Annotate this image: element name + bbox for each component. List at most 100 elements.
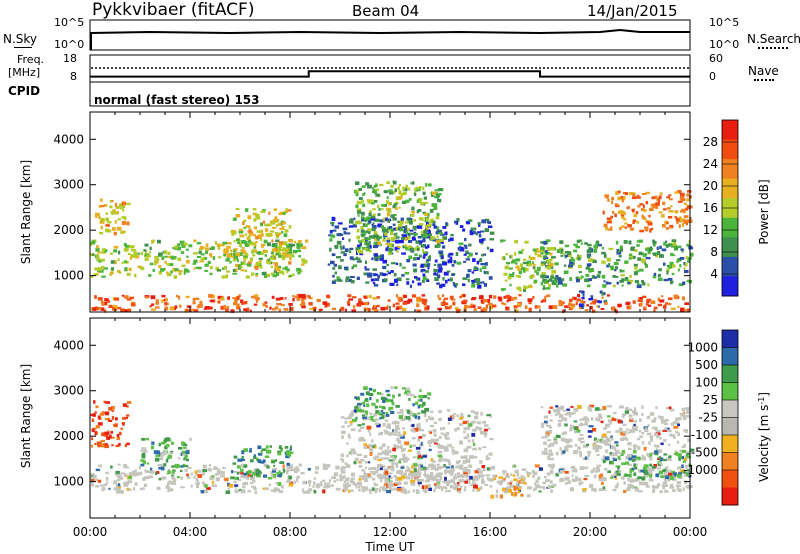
range-cell xyxy=(683,215,689,218)
range-cell xyxy=(149,251,152,254)
range-cell xyxy=(165,484,170,487)
range-cell xyxy=(177,257,182,261)
range-cell xyxy=(677,423,680,427)
range-cell xyxy=(352,451,357,455)
range-cell xyxy=(296,245,301,249)
range-cell xyxy=(255,261,261,266)
colorbar-tick-label: -25 xyxy=(698,411,718,425)
range-cell xyxy=(258,257,263,260)
range-cell xyxy=(259,260,262,263)
range-cell xyxy=(518,270,522,275)
range-cell xyxy=(477,231,481,234)
range-cell xyxy=(402,186,406,191)
range-cell xyxy=(621,225,625,228)
range-cell xyxy=(684,219,690,223)
range-cell xyxy=(425,235,430,239)
range-cell xyxy=(451,465,454,469)
range-cell xyxy=(461,474,464,478)
range-cell xyxy=(429,431,433,434)
range-cell xyxy=(613,473,619,477)
range-cell xyxy=(648,214,651,218)
range-cell xyxy=(143,249,147,252)
range-cell xyxy=(394,386,398,389)
range-cell xyxy=(396,250,399,253)
range-cell xyxy=(358,257,361,261)
range-cell xyxy=(280,461,285,465)
range-cell xyxy=(128,246,132,249)
range-cell xyxy=(351,418,357,423)
range-cell xyxy=(613,275,619,278)
range-cell xyxy=(594,448,599,453)
range-cell xyxy=(377,463,382,468)
range-cell xyxy=(411,210,415,214)
range-cell xyxy=(655,444,660,448)
range-cell xyxy=(684,262,688,267)
range-cell xyxy=(422,186,425,191)
range-cell xyxy=(404,237,408,241)
range-cell xyxy=(463,430,466,434)
range-cell xyxy=(417,405,420,409)
range-cell xyxy=(575,301,578,306)
range-cell xyxy=(592,309,596,313)
range-cell xyxy=(430,191,433,196)
range-cell xyxy=(141,447,147,450)
range-cell xyxy=(193,475,196,479)
range-cell xyxy=(665,419,669,422)
range-cell xyxy=(561,301,565,304)
range-cell xyxy=(357,424,362,427)
range-cell xyxy=(355,220,360,225)
range-cell xyxy=(285,266,288,270)
range-cell xyxy=(657,198,661,203)
range-cell xyxy=(643,306,647,310)
range-cell xyxy=(264,455,270,458)
range-cell xyxy=(612,452,618,457)
range-cell xyxy=(373,242,377,245)
range-cell xyxy=(575,477,581,481)
range-cell xyxy=(505,294,511,299)
range-cell xyxy=(402,456,408,460)
range-cell xyxy=(549,252,553,256)
range-cell xyxy=(115,484,119,488)
range-cell xyxy=(685,256,689,260)
range-cell xyxy=(621,211,626,215)
range-cell xyxy=(407,232,411,236)
range-cell xyxy=(358,301,363,305)
range-cell xyxy=(601,439,607,444)
range-cell xyxy=(368,212,372,216)
range-cell xyxy=(607,198,610,202)
range-cell xyxy=(685,407,690,410)
range-cell xyxy=(117,485,121,489)
range-cell xyxy=(281,226,285,230)
range-cell xyxy=(676,484,681,488)
range-cell xyxy=(619,279,624,283)
range-cell xyxy=(368,249,372,253)
range-cell xyxy=(559,405,565,409)
range-cell xyxy=(563,270,567,274)
range-cell xyxy=(276,246,280,249)
range-cell xyxy=(100,484,105,487)
range-cell xyxy=(485,474,491,477)
range-cell xyxy=(240,269,245,272)
range-cell xyxy=(664,220,668,225)
range-cell xyxy=(374,284,379,287)
range-cell xyxy=(392,429,395,432)
range-cell xyxy=(476,421,482,425)
range-cell xyxy=(336,240,342,245)
range-cell xyxy=(507,297,511,302)
range-cell xyxy=(603,261,606,265)
range-cell xyxy=(385,247,389,252)
range-cell xyxy=(97,479,102,483)
range-cell xyxy=(202,469,207,473)
range-cell xyxy=(413,429,416,433)
range-cell xyxy=(355,396,360,401)
range-cell xyxy=(104,444,109,449)
range-cell xyxy=(216,243,221,247)
range-cell xyxy=(129,296,134,299)
range-cell xyxy=(341,466,346,470)
range-cell xyxy=(334,244,338,249)
range-cell xyxy=(647,304,652,307)
range-cell xyxy=(489,485,493,488)
range-cell xyxy=(426,259,431,262)
range-cell xyxy=(284,446,289,449)
range-cell xyxy=(372,189,378,193)
